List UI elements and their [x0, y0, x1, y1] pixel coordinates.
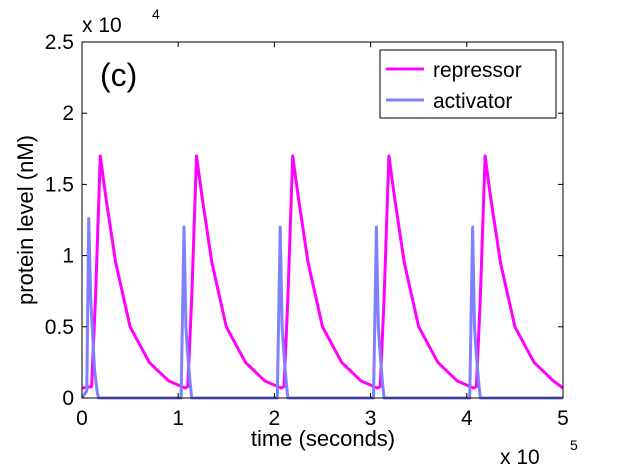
- y-axis-label: protein level (nM): [13, 135, 38, 305]
- ticks-layer: 0 1 2 3 4 5 0 0.5 1 1.5 2 2.5: [45, 31, 569, 430]
- x-exponent-power: 5: [570, 437, 578, 453]
- x-tick-label: 0: [76, 407, 88, 430]
- legend-box: [379, 49, 557, 119]
- plot-frame: [81, 41, 564, 399]
- legend-label-activator: activator: [433, 90, 512, 113]
- series-layer: [80, 154, 564, 400]
- x-exponent: x 10 5: [500, 437, 578, 468]
- series-line-activator: [80, 217, 563, 400]
- x-tick-label: 2: [269, 407, 281, 430]
- y-tick-label: 1: [62, 245, 74, 268]
- legend: repressor activator: [379, 49, 557, 119]
- x-tick-label: 1: [172, 407, 184, 430]
- x-tick-label: 3: [365, 407, 377, 430]
- y-exponent: x 10 4: [82, 6, 160, 37]
- legend-label-repressor: repressor: [433, 59, 522, 82]
- x-axis-label: time (seconds): [251, 426, 395, 451]
- y-tick-label: 2: [62, 102, 74, 125]
- x-exponent-base: x 10: [500, 446, 540, 468]
- y-tick-label: 2.5: [45, 31, 74, 54]
- x-tick-label: 4: [461, 407, 473, 430]
- y-tick-label: 0: [62, 387, 74, 410]
- panel-label: (c): [100, 57, 137, 93]
- x-tick-label: 5: [557, 407, 569, 430]
- y-exponent-base: x 10: [82, 14, 122, 37]
- y-tick-label: 1.5: [45, 173, 74, 196]
- y-tick-label: 0.5: [45, 316, 74, 339]
- y-exponent-power: 4: [152, 6, 160, 22]
- series-line-repressor: [81, 154, 564, 390]
